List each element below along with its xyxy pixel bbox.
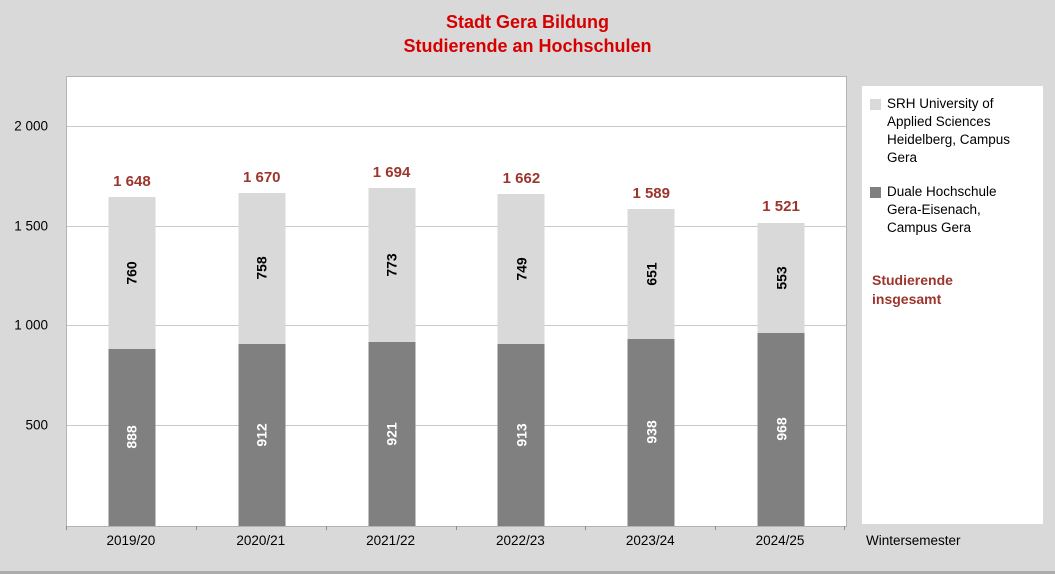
x-axis-ticks [66,526,845,531]
axis-tick-mark [325,526,327,530]
bar-value-label: 913 [513,423,530,447]
bar-value-label: 968 [773,417,790,442]
bar-value-label: 938 [643,420,660,445]
bar-total-label: 1 589 [632,184,670,202]
axis-tick-mark [195,526,197,530]
gridline [67,425,846,427]
y-axis-tick-label: 1 500 [14,218,48,234]
bar-total-label: 1 648 [113,173,151,191]
x-axis-note: Wintersemester [866,533,961,548]
x-axis-labels: 2019/20 2020/21 2021/22 2022/23 2023/24 2024/… [66,533,845,548]
bar-segment: 912 [238,344,286,526]
chart-title-line2: Studierende an Hochschulen [403,36,652,56]
bar-slot: 888 760 1 648 [67,77,197,526]
bar-segment: 921 [368,342,416,526]
bar-segment: 968 [757,332,805,526]
bar-segment: 760 [108,197,156,349]
bars-layer: 888 760 1 648 912 758 1 670 921 773 1 694 913 749 1… [67,77,846,526]
legend-item: SRH University of Applied Sciences Heide… [870,95,1035,167]
legend-label: SRH University of Applied Sciences Heide… [887,96,1011,165]
chart-title: Stadt Gera Bildung Studierende an Hochsc… [0,10,1055,58]
gridline [67,325,846,327]
x-axis-category-label: 2023/24 [625,533,675,548]
bar-slot: 968 553 1 521 [716,77,846,526]
bar-slot: 912 758 1 670 [197,77,327,526]
bar-value-label: 912 [253,423,270,447]
legend-panel: SRH University of Applied Sciences Heide… [862,86,1043,524]
legend-swatch [870,99,881,110]
y-axis: 500 1 000 1 500 2 000 [0,76,58,525]
bar-total-label: 1 662 [502,170,541,188]
bar-value-label: 760 [123,261,140,285]
axis-tick-mark [715,526,717,530]
axis-tick-mark [66,526,67,530]
stacked-bar: 913 749 [497,77,545,526]
stacked-bar: 938 651 [627,77,675,526]
axis-tick-mark [844,526,845,530]
bar-slot: 921 773 1 694 [327,77,457,526]
bar-value-label: 888 [123,425,140,450]
bar-total-label: 1 521 [762,198,800,216]
stacked-bar: 921 773 [368,77,416,526]
legend-label: Duale Hochschule Gera-Eisenach, Campus G… [887,184,997,235]
x-axis-category-label: 2019/20 [106,533,156,548]
plot-area: 888 760 1 648 912 758 1 670 921 773 1 694 913 749 1… [66,76,847,527]
bar-value-label: 651 [643,262,660,286]
bar-segment: 888 [108,348,156,526]
bar-value-label: 921 [383,422,400,446]
x-axis-category-label: 2024/25 [755,533,805,548]
x-axis-category-label: 2021/22 [366,533,415,548]
stacked-bar: 888 760 [108,77,156,526]
bar-slot: 938 651 1 589 [586,77,716,526]
bar-segment: 758 [238,192,286,345]
axis-tick-mark [455,526,457,530]
y-axis-tick-label: 1 000 [14,317,48,333]
bar-slot: 913 749 1 662 [456,77,586,526]
x-axis-category-label: 2022/23 [495,533,545,548]
chart-title-line1: Stadt Gera Bildung [445,12,609,32]
y-axis-tick-label: 500 [25,417,48,433]
x-axis-category-label: 2020/21 [236,533,286,548]
stacked-bar: 912 758 [238,77,286,526]
bar-segment: 773 [368,187,416,343]
y-axis-tick-label: 2 000 [14,118,48,134]
gridline [67,125,846,127]
bar-total-label: 1 670 [242,168,281,186]
legend-note: Studierende insgesamt [872,272,953,307]
bar-value-label: 758 [253,256,270,281]
stacked-bar: 968 553 [757,77,805,526]
bar-total-label: 1 694 [372,163,411,181]
gridline [67,225,846,227]
bar-segment: 553 [757,222,805,333]
bar-value-label: 749 [513,257,530,281]
bar-segment: 938 [627,338,675,526]
bar-segment: 651 [627,208,675,339]
bar-segment: 913 [497,343,545,526]
legend-item: Duale Hochschule Gera-Eisenach, Campus G… [870,183,1035,237]
bar-value-label: 553 [773,265,790,290]
legend-swatch [870,187,881,198]
bar-value-label: 773 [383,253,400,277]
axis-tick-mark [585,526,587,530]
bar-segment: 749 [497,194,545,344]
